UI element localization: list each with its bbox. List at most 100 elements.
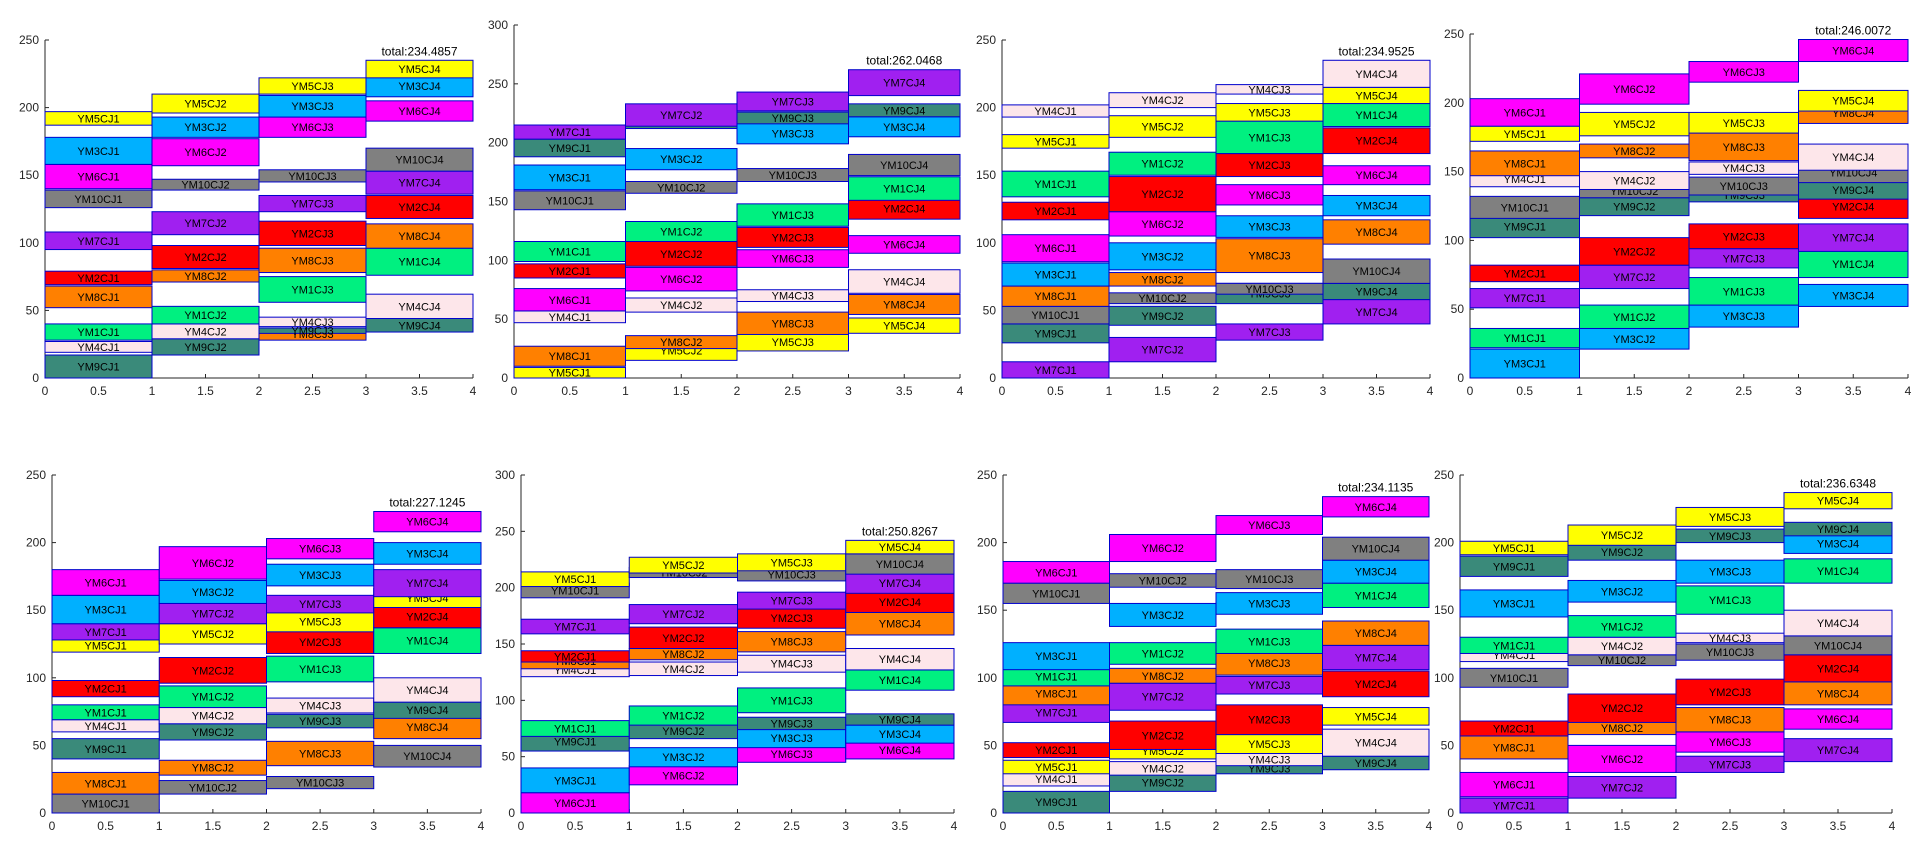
block-ym6cj2 [158, 546, 267, 580]
block-label: YM1CJ2 [1142, 648, 1184, 660]
block-label: YM1CJ4 [1355, 110, 1397, 122]
block-ym1cj2 [1567, 615, 1677, 638]
block-ym9cj1 [44, 354, 153, 379]
y-tick-label: 100 [488, 253, 508, 267]
block-label: YM9CJ4 [1832, 185, 1874, 197]
block-label: YM3CJ2 [192, 587, 234, 599]
block-label: YM3CJ3 [771, 733, 813, 745]
x-tick-label: 1.5 [1614, 819, 1631, 833]
y-tick-label: 150 [1434, 603, 1454, 617]
block-ym7cj1 [513, 124, 626, 140]
block-label: YM1CJ4 [1355, 590, 1397, 602]
block-label: YM5CJ4 [1355, 90, 1397, 102]
block-label: YM3CJ3 [299, 570, 341, 582]
y-tick-label: 300 [495, 468, 515, 482]
y-tick-label: 150 [495, 637, 515, 651]
x-tick-label: 4 [1889, 819, 1896, 833]
y-tick-label: 0 [1447, 806, 1454, 820]
total-label: total:234.1135 [1338, 481, 1414, 495]
block-ym7cj1 [1001, 361, 1110, 379]
block-label: YM3CJ3 [1248, 222, 1290, 234]
block-label: YM5CJ2 [1601, 530, 1643, 542]
block-label: YM2CJ2 [192, 665, 234, 677]
x-tick-label: 2.5 [304, 384, 321, 398]
block-ym6cj1 [51, 569, 160, 596]
block-label: YM7CJ2 [1142, 692, 1184, 704]
block-label: YM9CJ4 [406, 705, 448, 717]
block-ym6cj1 [1002, 561, 1110, 584]
block-ym6cj2 [1579, 73, 1690, 105]
block-ym6cj2 [1567, 744, 1677, 773]
block-label: YM8CJ3 [771, 637, 813, 649]
block-label: YM4CJ3 [771, 659, 813, 671]
block-ym5cj4 [1322, 707, 1430, 726]
x-tick-label: 4 [1426, 819, 1433, 833]
block-label: YM1CJ1 [1035, 671, 1077, 683]
block-label: YM10CJ3 [296, 778, 344, 790]
block-label: YM4CJ1 [1035, 774, 1077, 786]
block-label: YM4CJ2 [660, 300, 702, 312]
block-label: YM1CJ2 [1141, 159, 1183, 171]
block-label: YM5CJ3 [299, 617, 341, 629]
block-ym6cj1 [44, 163, 153, 190]
y-tick-label: 100 [976, 236, 996, 250]
block-label: YM7CJ3 [771, 596, 813, 608]
block-ym4cj2 [1108, 92, 1217, 109]
block-label: YM1CJ4 [1817, 566, 1859, 578]
block-ym8cj4 [848, 293, 961, 315]
y-tick-label: 200 [1434, 536, 1454, 550]
block-label: YM2CJ2 [1141, 189, 1183, 201]
y-tick-label: 200 [26, 536, 46, 550]
block-ym8cj4 [365, 223, 474, 249]
block-ym5cj3 [1675, 506, 1785, 527]
block-label: YM2CJ4 [1817, 663, 1859, 675]
block-label: YM8CJ1 [77, 292, 119, 304]
block-label: YM5CJ1 [554, 574, 596, 586]
y-tick-label: 0 [508, 806, 515, 820]
block-label: YM3CJ2 [1601, 586, 1643, 598]
block-ym2cj4 [1322, 670, 1430, 698]
block-label: YM7CJ1 [554, 622, 596, 634]
total-label: total:236.6348 [1800, 477, 1876, 491]
subplot-8: 0 0.5 1 1.5 2 2.5 3 3.5 4 0 50 100 150 200 250 YM7CJ1 YM… [1434, 468, 1896, 833]
x-tick-label: 2 [734, 384, 741, 398]
block-label: YM5CJ4 [883, 321, 925, 333]
block-label: YM10CJ3 [1720, 181, 1768, 193]
block-label: YM2CJ2 [184, 252, 226, 264]
block-ym4cj4 [1322, 728, 1430, 757]
y-tick-label: 150 [19, 168, 39, 182]
block-label: YM3CJ3 [1248, 598, 1290, 610]
block-label: YM10CJ4 [395, 155, 443, 167]
block-label: YM9CJ1 [1035, 797, 1077, 809]
block-label: YM5CJ1 [85, 640, 127, 652]
block-ym10cj4 [365, 147, 474, 172]
total-label: total:227.1245 [389, 496, 465, 510]
y-tick-label: 100 [495, 693, 515, 707]
block-ym5cj4 [365, 59, 474, 79]
block-ym10cj1 [1459, 667, 1569, 688]
x-tick-label: 4 [951, 819, 958, 833]
block-label: YM3CJ3 [1709, 567, 1751, 579]
x-tick-label: 0.5 [567, 819, 584, 833]
x-tick-label: 3 [1319, 819, 1326, 833]
x-tick-label: 1 [1106, 819, 1113, 833]
block-ym2cj3 [1675, 678, 1785, 706]
block-ym1cj1 [1001, 170, 1110, 198]
block-ym2cj4 [1322, 127, 1431, 155]
block-label: YM6CJ4 [1832, 46, 1874, 58]
block-ym10cj1 [44, 189, 153, 209]
block-label: YM6CJ2 [1141, 219, 1183, 231]
block-label: YM3CJ1 [1035, 651, 1077, 663]
block-ym4cj4 [1798, 143, 1909, 171]
block-label: YM7CJ1 [1034, 365, 1076, 377]
block-label: YM4CJ4 [406, 685, 448, 697]
block-label: YM3CJ1 [77, 146, 119, 158]
x-tick-label: 0 [999, 384, 1006, 398]
block-label: YM1CJ2 [184, 310, 226, 322]
x-tick-label: 3 [842, 819, 849, 833]
block-label: YM9CJ4 [1817, 524, 1859, 536]
block-label: YM2CJ2 [662, 633, 704, 645]
x-tick-label: 2 [734, 819, 741, 833]
block-label: YM9CJ2 [1601, 547, 1643, 559]
